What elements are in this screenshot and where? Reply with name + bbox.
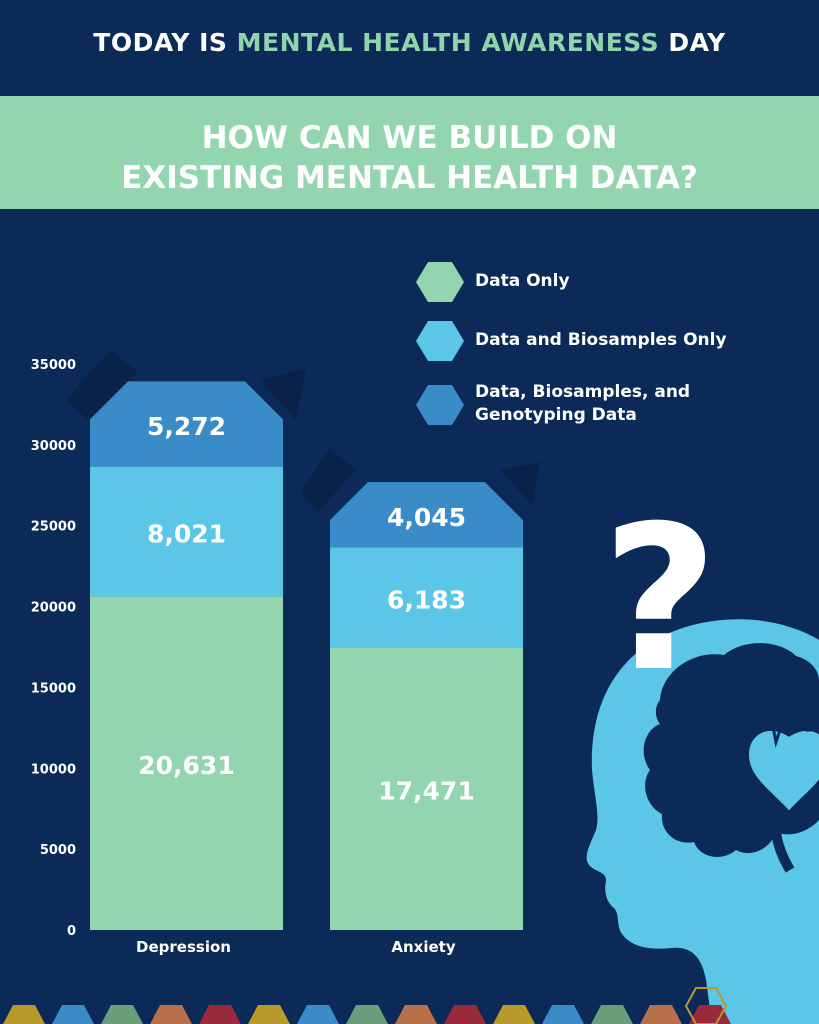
data-label: 20,631 bbox=[138, 751, 234, 780]
y-axis-ticks: 0 5000 10000 15000 20000 25000 30000 35000 bbox=[31, 358, 76, 939]
y-tick-label: 15000 bbox=[31, 681, 76, 696]
banner-title-line-2: EXISTING MENTAL HEALTH DATA? bbox=[121, 160, 698, 196]
banner-title: HOW CAN WE BUILD ON EXISTING MENTAL HEAL… bbox=[0, 118, 819, 198]
legend-label-line: Data Only bbox=[475, 270, 570, 291]
legend-label-line: Data and Biosamples Only bbox=[475, 329, 727, 350]
y-tick-label: 5000 bbox=[40, 843, 76, 858]
legend bbox=[416, 262, 464, 425]
data-label: 6,183 bbox=[387, 585, 466, 614]
legend-label-line: Genotyping Data bbox=[475, 405, 637, 425]
bar-anxiety-data-biosamples-and-genotyping-data bbox=[330, 482, 523, 548]
shadow-shape bbox=[500, 462, 540, 505]
border-hexagon bbox=[493, 1005, 535, 1024]
shadow-shape bbox=[300, 448, 356, 512]
legend-swatch-1 bbox=[416, 262, 464, 302]
border-hexagon bbox=[591, 1005, 633, 1024]
headline-highlight: MENTAL HEALTH AWARENESS bbox=[236, 28, 660, 57]
x-axis-categories: Depression Anxiety bbox=[136, 938, 456, 956]
data-label: 8,021 bbox=[147, 520, 226, 549]
headline-suffix: DAY bbox=[659, 28, 726, 57]
x-category-label: Anxiety bbox=[391, 938, 455, 956]
bar-depression-data-and-biosamples-only bbox=[90, 466, 283, 597]
border-hexagon bbox=[199, 1005, 241, 1024]
y-tick-label: 10000 bbox=[31, 762, 76, 777]
shadow-shape bbox=[66, 350, 138, 420]
bar-depression-data-only bbox=[90, 596, 283, 930]
question-mark-icon: ? bbox=[602, 483, 718, 716]
border-hexagon bbox=[101, 1005, 143, 1024]
heartbeat-heart-icon bbox=[749, 731, 819, 811]
border-hexagon bbox=[395, 1005, 437, 1024]
heartbeat-line-icon bbox=[704, 706, 819, 748]
bar-anxiety-data-only bbox=[330, 647, 523, 930]
y-tick-label: 35000 bbox=[31, 358, 76, 373]
legend-swatch-3 bbox=[416, 385, 464, 425]
bar-anxiety-data-and-biosamples-only bbox=[330, 547, 523, 648]
legend-label-2: Data and Biosamples Only bbox=[475, 329, 727, 352]
legend-swatch-2 bbox=[416, 321, 464, 361]
brain-icon bbox=[643, 643, 819, 857]
head-illustration: ? bbox=[586, 483, 819, 1024]
y-tick-label: 20000 bbox=[31, 601, 76, 616]
hexagon-border bbox=[3, 987, 731, 1024]
y-tick-label: 25000 bbox=[31, 520, 76, 535]
data-label: 5,272 bbox=[147, 412, 226, 441]
legend-label-1: Data Only bbox=[475, 270, 570, 293]
border-hexagon bbox=[52, 1005, 94, 1024]
data-label: 17,471 bbox=[378, 777, 474, 806]
data-label: 4,045 bbox=[387, 503, 466, 532]
brain-stem bbox=[771, 831, 795, 873]
title-banner bbox=[0, 96, 819, 209]
border-hexagon-outline bbox=[684, 987, 728, 1024]
legend-label-3: Data, Biosamples, and Genotyping Data bbox=[475, 381, 690, 427]
bars-layer: 20,631 8,021 5,272 17,471 6,183 4,045 bbox=[90, 381, 523, 930]
x-category-label: Depression bbox=[136, 938, 231, 956]
border-hexagon bbox=[689, 1005, 731, 1024]
headline-prefix: TODAY IS bbox=[93, 28, 237, 57]
shadow-shape bbox=[260, 368, 306, 420]
border-hexagon bbox=[346, 1005, 388, 1024]
y-tick-label: 30000 bbox=[31, 439, 76, 454]
border-hexagon bbox=[3, 1005, 45, 1024]
border-hexagon bbox=[150, 1005, 192, 1024]
bar-depression-data-biosamples-and-genotyping-data bbox=[90, 381, 283, 467]
border-hexagon bbox=[542, 1005, 584, 1024]
legend-label-line: Data, Biosamples, and bbox=[475, 382, 691, 402]
headline: TODAY IS MENTAL HEALTH AWARENESS DAY bbox=[0, 28, 819, 57]
y-tick-label: 0 bbox=[67, 924, 76, 939]
decoration-layer bbox=[66, 350, 540, 512]
border-hexagon bbox=[640, 1005, 682, 1024]
border-hexagon bbox=[444, 1005, 486, 1024]
banner-title-line-1: HOW CAN WE BUILD ON bbox=[201, 120, 618, 156]
border-hexagon bbox=[297, 1005, 339, 1024]
border-hexagon bbox=[248, 1005, 290, 1024]
